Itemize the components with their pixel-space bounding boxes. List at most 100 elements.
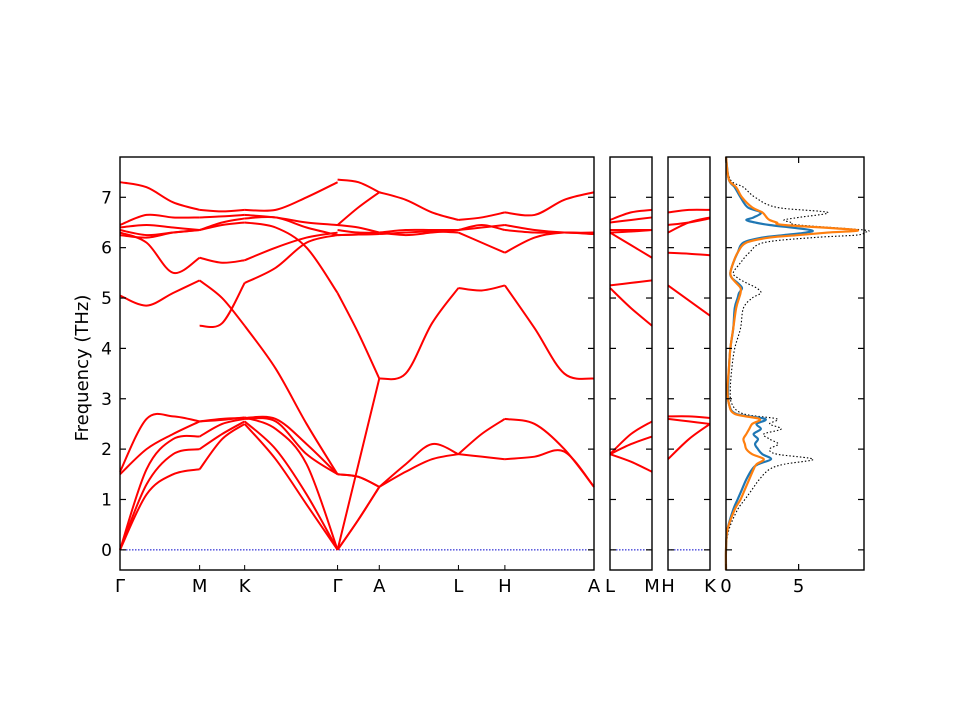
phonon-band-line	[119, 231, 201, 275]
phonon-band-line	[244, 415, 339, 476]
phonon-band-line	[337, 473, 380, 488]
phonon-band-line	[667, 423, 711, 460]
phonon-band-line	[119, 420, 201, 476]
phonon-band-line	[379, 191, 459, 221]
phonon-band-line	[378, 453, 459, 488]
y-tick-label: 0	[101, 541, 112, 561]
phonon-band-line	[337, 233, 380, 237]
phonon-band-line	[458, 453, 505, 461]
band-panel-main: 0 1 2 3 4 5 6 7 Γ M K Γ A L H A	[101, 156, 601, 597]
k-point-label: K	[704, 576, 717, 597]
phonon-band-line	[337, 229, 380, 234]
phonon-band-line	[458, 223, 505, 232]
y-tick-label: 5	[101, 289, 112, 309]
phonon-band-line	[244, 416, 339, 551]
phonon-band-line	[609, 229, 653, 234]
phonon-band-line	[458, 284, 506, 292]
phonon-band-line	[119, 223, 200, 232]
phonon-band-line	[336, 486, 381, 551]
k-point-label: A	[373, 576, 386, 597]
phonon-band-line	[379, 287, 460, 381]
phonon-band-line	[198, 423, 246, 470]
phonon-band-line	[119, 279, 201, 307]
phonon-band-line	[199, 256, 245, 264]
phonon-band-line	[609, 208, 653, 221]
y-tick-label: 3	[101, 390, 112, 410]
y-tick-label: 2	[101, 440, 112, 460]
phonon-band-line	[379, 229, 459, 237]
plot-frame	[609, 156, 653, 571]
phonon-band-line	[379, 228, 459, 234]
phonon-band-line	[337, 223, 380, 234]
y-tick-label: 4	[101, 339, 112, 359]
phonon-band-line	[337, 178, 380, 194]
phonon-band-line	[244, 234, 338, 284]
phonon-band-line	[504, 417, 595, 488]
phonon-band-line	[667, 217, 711, 226]
plot-frame	[667, 156, 711, 571]
k-point-label: Γ	[115, 576, 125, 597]
phonon-band-line	[119, 468, 200, 551]
phonon-band-line	[458, 231, 506, 254]
x-tick-label: 0	[720, 576, 731, 597]
phonon-band-line	[244, 181, 339, 212]
k-point-label: M	[192, 576, 208, 597]
k-point-label: H	[661, 576, 675, 597]
phonon-band-line	[119, 181, 200, 211]
phonon-band-line	[199, 417, 245, 438]
y-axis-label: Frequency (THz)	[72, 295, 93, 442]
y-tick-label: 6	[101, 239, 112, 259]
y-tick-label: 1	[101, 490, 112, 510]
phonon-band-line	[667, 417, 711, 425]
k-point-label: A	[588, 576, 601, 597]
phonon-band-line	[119, 434, 200, 551]
phonon-band-line	[667, 284, 711, 317]
phonon-band-line	[199, 416, 245, 423]
phonon-band-line	[336, 191, 380, 226]
phonon-band-line	[244, 213, 338, 226]
dos-series-line	[724, 156, 860, 571]
phonon-band-line	[244, 215, 338, 237]
phonon-band-line	[199, 282, 246, 329]
x-tick-label: 5	[793, 576, 804, 597]
phonon-band-line	[609, 279, 653, 287]
plot-frame	[725, 156, 865, 571]
phonon-band-line	[378, 442, 459, 488]
phonon-band-line	[199, 213, 245, 219]
phonon-band-line	[199, 217, 245, 231]
phonon-band-line	[244, 417, 339, 476]
plot-frame	[119, 156, 595, 571]
phonon-band-line	[609, 435, 653, 456]
phonon-band-line	[199, 221, 245, 232]
phonon-band-line	[336, 292, 381, 380]
phonon-band-line	[119, 412, 200, 473]
phonon-band-line	[457, 418, 506, 455]
phonon-band-line	[504, 449, 595, 488]
phonon-band-line	[504, 231, 595, 254]
phonon-band-line	[243, 325, 339, 475]
phonon-band-line	[199, 208, 245, 213]
phonon-band-line	[667, 415, 711, 419]
phonon-band-line	[504, 191, 595, 217]
phonon-band-line	[199, 279, 246, 327]
phonon-band-line	[609, 231, 653, 259]
phonon-band-line	[244, 221, 339, 294]
k-point-label: M	[644, 576, 660, 597]
phonon-band-line	[609, 453, 653, 473]
phonon-band-line	[244, 231, 338, 262]
phonon-band-line	[458, 211, 506, 221]
phonon-band-line	[243, 420, 339, 551]
y-tick-label: 7	[101, 188, 112, 208]
phonon-band-line	[119, 229, 200, 237]
phonon-band-line	[609, 287, 653, 327]
phonon-band-line	[119, 448, 200, 551]
phonon-band-line	[199, 420, 246, 450]
k-point-label: L	[453, 576, 463, 597]
k-point-label: Γ	[333, 576, 343, 597]
phonon-band-line	[336, 378, 381, 551]
phonon-band-line	[667, 208, 711, 214]
phonon-band-line	[667, 251, 711, 257]
